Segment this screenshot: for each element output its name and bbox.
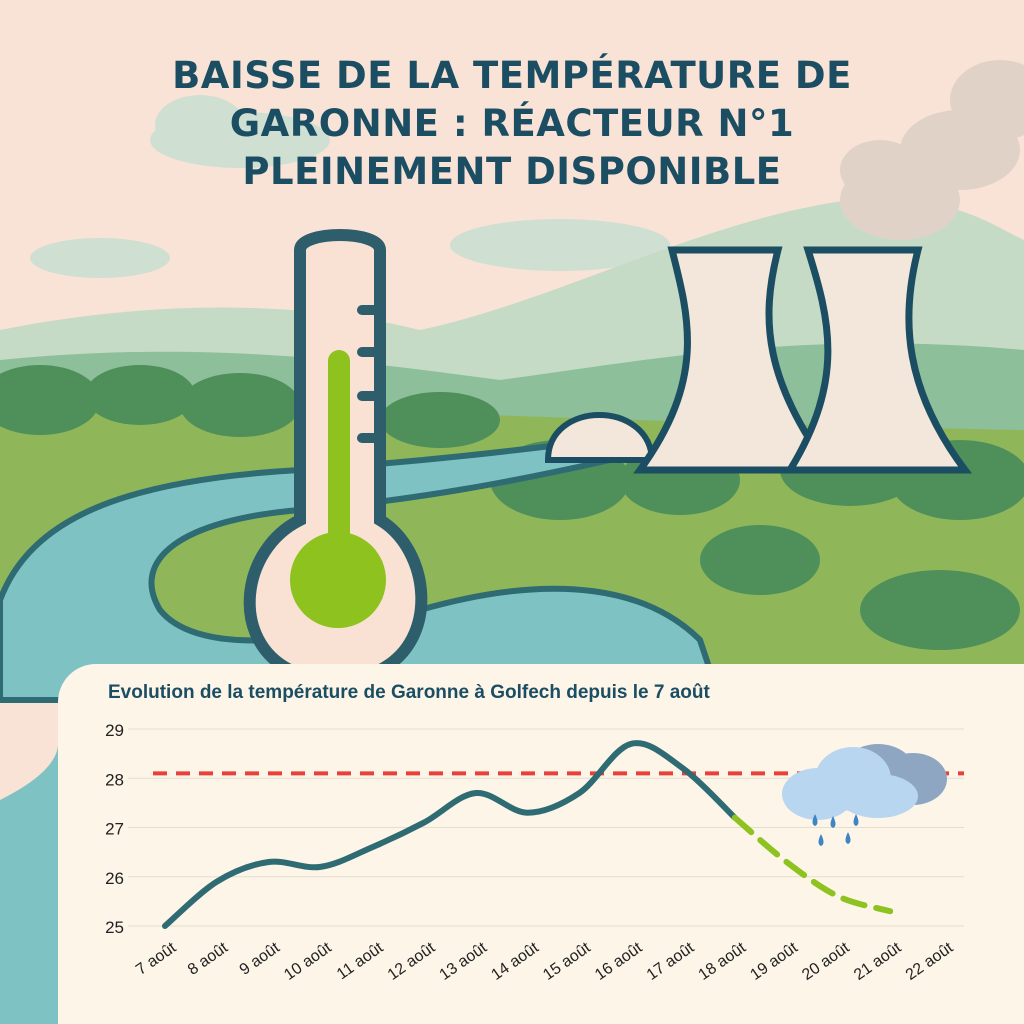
x-tick-label: 12 août	[385, 939, 439, 984]
title-line-1: BAISSE DE LA TEMPÉRATURE DE	[172, 54, 852, 97]
x-tick-label: 21 août	[851, 939, 905, 984]
x-tick-label: 14 août	[488, 939, 542, 984]
x-tick-label: 18 août	[696, 939, 750, 984]
y-tick-label: 29	[105, 721, 124, 740]
x-tick-label: 9 août	[237, 939, 284, 979]
x-tick-label: 15 août	[540, 939, 594, 984]
rain-cloud-icon	[782, 744, 947, 846]
cooling-tower-icon	[633, 246, 972, 474]
chart-title: Evolution de la température de Garonne à…	[108, 682, 710, 703]
y-tick-label: 26	[105, 869, 124, 888]
y-tick-label: 27	[105, 820, 124, 839]
x-tick-label: 10 août	[281, 939, 335, 984]
y-tick-label: 28	[105, 770, 124, 789]
x-tick-label: 20 août	[799, 939, 853, 984]
title-line-2: GARONNE : RÉACTEUR N°1	[229, 102, 795, 145]
x-tick-label: 7 août	[133, 939, 180, 979]
chart-panel: 25 26 27 28 29 7 août 8 août 9 août 10 août 11 a…	[58, 664, 1024, 1024]
x-tick-label: 8 août	[185, 939, 232, 979]
forecast-series-line	[731, 814, 894, 915]
x-tick-label: 11 août	[334, 939, 387, 983]
x-tick-label: 22 août	[903, 939, 957, 984]
y-tick-label: 25	[105, 918, 124, 937]
smoke	[840, 60, 1024, 240]
x-tick-label: 16 août	[592, 939, 646, 984]
title-line-3: PLEINEMENT DISPONIBLE	[242, 150, 782, 193]
x-tick-label: 13 août	[437, 939, 491, 984]
x-tick-label: 19 août	[747, 939, 801, 984]
observed-series-line	[162, 740, 738, 929]
cloud-icon	[30, 95, 670, 278]
x-tick-label: 17 août	[644, 939, 698, 984]
page-title: BAISSE DE LA TEMPÉRATURE DE GARONNE : RÉ…	[100, 52, 924, 196]
